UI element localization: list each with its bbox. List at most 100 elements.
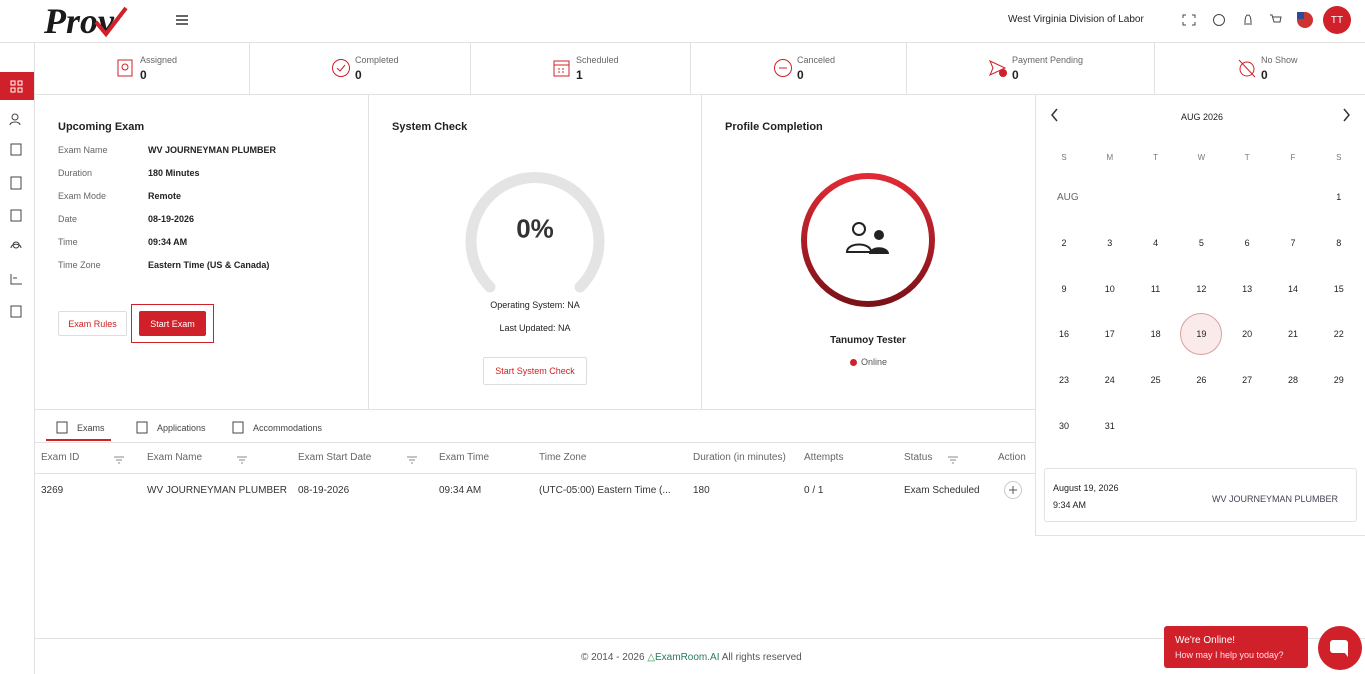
tab[interactable]: Applications [157,423,206,433]
day[interactable]: 17 [1104,329,1115,340]
day[interactable]: 15 [1333,283,1344,294]
day[interactable]: 4 [1153,237,1159,248]
day[interactable]: 20 [1242,329,1253,340]
stat-icon [1237,58,1257,78]
day[interactable]: 26 [1196,375,1207,386]
table-header: Exam ID [41,452,80,463]
logo-check [94,6,128,38]
stat-label: Scheduled [576,55,619,65]
day[interactable]: 9 [1061,283,1067,294]
day[interactable]: 18 [1150,329,1161,340]
stats-divider [34,94,1365,95]
selected-day[interactable] [1180,313,1223,356]
table-divider [34,442,1035,443]
chat-bubble[interactable] [1164,626,1308,668]
day[interactable]: 6 [1244,237,1250,248]
day[interactable]: 23 [1058,375,1070,386]
card-divider [1035,95,1036,535]
day[interactable]: 3 [1107,237,1113,248]
weekday: W [1197,153,1206,162]
stat-value: 1 [576,68,583,82]
header-icons [1182,12,1313,28]
stat-value: 0 [1261,68,1268,82]
chat-title: We're Online! [1175,635,1236,646]
stat-icon [988,58,1008,78]
stat-value: 0 [140,68,147,82]
stat-value: 0 [355,68,362,82]
tab-icon [136,421,148,439]
table-header: Duration (in minutes) [693,452,786,463]
table-header: Attempts [804,452,844,463]
filter-icon [113,452,125,470]
day[interactable]: 1 [1336,192,1342,202]
row-action[interactable] [1003,480,1023,500]
day[interactable]: 30 [1058,421,1070,431]
day[interactable]: 29 [1333,375,1344,386]
day[interactable]: 12 [1196,283,1207,294]
calendar-month: AUG 2026 [1180,112,1224,122]
exam-rules-button[interactable]: Exam Rules [58,311,127,336]
stat-icon [331,58,351,78]
day[interactable]: 5 [1198,237,1204,248]
stat-label: Payment Pending [1012,55,1084,65]
system-check-button[interactable]: Start System Check [483,357,587,385]
event-time: 9:34 AM [1053,500,1087,510]
field-label: Exam Name [58,145,108,155]
sidebar-icons [9,80,23,318]
tab-icon [232,421,244,439]
field-label: Date [58,214,78,224]
filter-icon [236,452,248,470]
event-box[interactable] [1044,468,1357,522]
field-label: Time [58,237,78,247]
stat-divider [690,43,691,94]
status-dot [850,359,857,366]
focus-outline [131,304,214,343]
card-title: System Check [392,121,468,133]
day[interactable]: 25 [1150,375,1161,386]
day[interactable]: 22 [1333,329,1344,340]
day[interactable]: 11 [1150,283,1161,294]
profile-name: Tanumoy Tester [830,335,906,346]
day[interactable]: 28 [1287,375,1299,386]
day[interactable]: 10 [1104,283,1115,294]
table-cell: 09:34 AM [439,485,482,496]
day[interactable]: 31 [1104,421,1115,431]
table-header: Exam Start Date [298,452,372,463]
day[interactable]: 27 [1242,375,1253,386]
card-divider [34,409,1035,410]
table-cell: 3269 [41,485,64,496]
calendar-divider [1035,535,1365,536]
day[interactable]: 19 [1196,329,1207,340]
filter-icon [406,452,418,470]
day[interactable]: 14 [1287,283,1299,294]
chat-subtitle: How may I help you today? [1175,650,1284,660]
logo[interactable]: Prov [44,1,114,41]
day[interactable]: 16 [1058,329,1070,340]
start-exam-button[interactable]: Start Exam [139,311,206,336]
day[interactable]: 2 [1061,237,1067,248]
table-divider [34,473,1035,474]
day[interactable]: 21 [1287,329,1299,340]
calendar-nav[interactable] [1035,106,1365,126]
stat-value: 0 [1012,68,1019,82]
table-header: Action [998,452,1026,463]
tab[interactable]: Accommodations [253,423,323,433]
day[interactable]: 13 [1242,283,1253,294]
weekday: F [1290,153,1296,162]
day[interactable]: 24 [1104,375,1115,386]
weekday: T [1244,153,1250,162]
avatar[interactable]: TT [1323,6,1351,34]
field-value: 09:34 AM [148,237,188,247]
gauge [465,171,605,293]
menu-icon[interactable] [175,14,189,26]
org-name[interactable]: West Virginia Division of Labor [1008,14,1144,25]
table-cell: 08-19-2026 [298,485,350,496]
sidebar-active[interactable] [0,72,34,100]
stat-icon [773,58,793,78]
day[interactable]: 8 [1336,237,1342,248]
day[interactable]: 7 [1290,237,1296,248]
brand[interactable]: ExamRoom.AI [655,652,720,663]
tab[interactable]: Exams [77,423,105,433]
header-divider [0,42,1365,43]
